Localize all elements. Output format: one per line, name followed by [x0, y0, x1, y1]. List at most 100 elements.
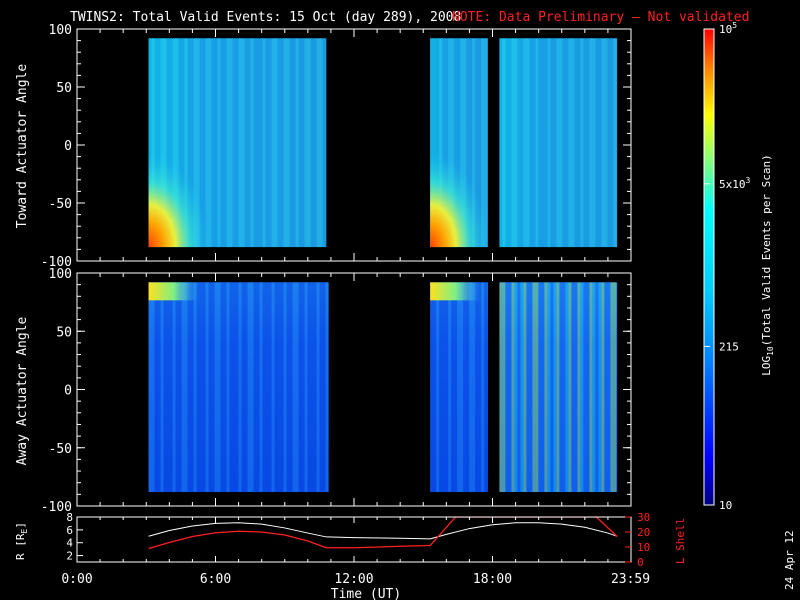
toward-streak — [589, 38, 593, 248]
away-streak — [298, 282, 302, 493]
away-streak — [304, 282, 308, 493]
away-streak — [613, 282, 617, 493]
toward-streak — [592, 38, 596, 248]
toward-streak — [484, 38, 488, 248]
toward-heatmap-panel: 100 50 0 -50 -100 — [41, 23, 632, 270]
toward-streak — [169, 38, 173, 248]
away-streak — [499, 282, 503, 493]
time-axis-ticks: 0:00 6:00 12:00 18:00 23:59 — [61, 572, 650, 587]
away-streak — [469, 282, 473, 493]
toward-streak — [436, 38, 440, 248]
away-streak — [208, 282, 212, 493]
away-streak — [205, 282, 209, 493]
toward-streak — [553, 38, 557, 248]
y-tick-label: 100 — [49, 23, 72, 38]
away-streak — [181, 282, 185, 493]
away-streak — [184, 282, 188, 493]
away-streak — [550, 282, 554, 493]
toward-streak — [571, 38, 575, 248]
away-streak — [559, 282, 563, 493]
toward-streak — [466, 38, 470, 248]
toward-streak — [607, 38, 611, 248]
toward-streak — [547, 38, 551, 248]
away-streak — [562, 282, 566, 493]
toward-streak — [163, 38, 167, 248]
away-streak — [463, 282, 467, 493]
away-streak — [526, 282, 530, 493]
toward-streak — [283, 38, 287, 248]
toward-streak — [226, 38, 230, 248]
toward-streak — [154, 38, 158, 248]
toward-streak — [574, 38, 578, 248]
away-streak — [202, 282, 206, 493]
away-streak — [211, 282, 215, 493]
toward-streak — [505, 38, 509, 248]
away-streak — [475, 282, 479, 493]
lshell-tick-label: 10 — [637, 541, 650, 554]
away-streak — [172, 282, 176, 493]
away-streak — [520, 282, 524, 493]
away-streak — [319, 282, 323, 493]
time-tick-label: 12:00 — [334, 572, 373, 587]
colorbar-tick-label: 10 — [719, 499, 732, 512]
toward-streak — [244, 38, 248, 248]
toward-streak — [538, 38, 542, 248]
away-streak — [430, 282, 434, 493]
toward-streak — [457, 38, 461, 248]
toward-angle-axis-label: Toward Actuator Angle — [15, 64, 30, 229]
toward-streak — [310, 38, 314, 248]
away-streak — [502, 282, 506, 493]
toward-streak — [268, 38, 272, 248]
away-streak — [235, 282, 239, 493]
away-streak — [472, 282, 476, 493]
toward-streak — [202, 38, 206, 248]
away-streak — [607, 282, 611, 493]
toward-streak — [556, 38, 560, 248]
away-streak — [544, 282, 548, 493]
toward-streak — [529, 38, 533, 248]
toward-streak — [259, 38, 263, 248]
toward-streak — [190, 38, 194, 248]
radius-series-line — [148, 522, 618, 540]
away-peak-region — [148, 282, 199, 301]
toward-streak — [208, 38, 212, 248]
away-streak — [517, 282, 521, 493]
away-streak — [457, 282, 461, 493]
toward-streak — [319, 38, 323, 248]
toward-streak — [265, 38, 269, 248]
r-tick-label: 8 — [66, 511, 73, 524]
away-streak — [292, 282, 296, 493]
away-streak — [481, 282, 485, 493]
away-streak — [445, 282, 449, 493]
toward-peak-region — [148, 153, 209, 248]
away-streak — [325, 282, 329, 493]
toward-streak — [514, 38, 518, 248]
toward-streak — [472, 38, 476, 248]
toward-streak — [502, 38, 506, 248]
y-tick-label: 100 — [49, 267, 72, 282]
toward-streak — [565, 38, 569, 248]
toward-streak — [559, 38, 563, 248]
away-streak — [217, 282, 221, 493]
toward-streak — [442, 38, 446, 248]
toward-streak — [532, 38, 536, 248]
toward-streak — [586, 38, 590, 248]
away-streak — [505, 282, 509, 493]
away-streak — [322, 282, 326, 493]
toward-streak — [598, 38, 602, 248]
away-streak — [589, 282, 593, 493]
colorbar-ticks: 105 5x103 215 10 — [704, 21, 751, 512]
colorbar-tick-label: 215 — [719, 340, 739, 353]
toward-streak — [286, 38, 290, 248]
toward-streak — [151, 38, 155, 248]
toward-streak — [583, 38, 587, 248]
away-streak — [601, 282, 605, 493]
away-streak — [511, 282, 515, 493]
toward-streak — [157, 38, 161, 248]
away-streak — [169, 282, 173, 493]
away-streak — [232, 282, 236, 493]
away-streak — [565, 282, 569, 493]
toward-streak — [613, 38, 617, 248]
away-streak — [313, 282, 317, 493]
